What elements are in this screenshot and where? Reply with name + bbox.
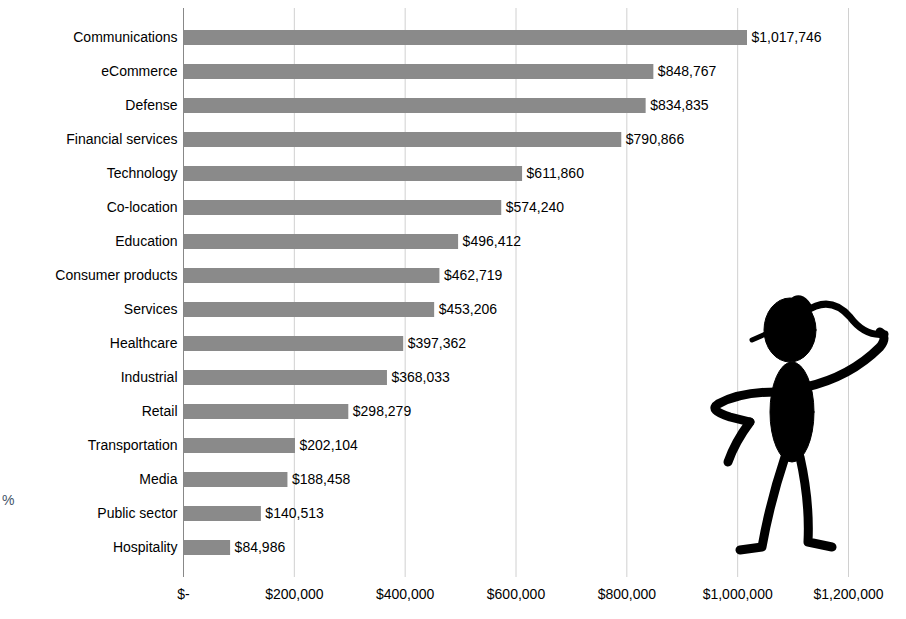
svg-text:$-: $-	[177, 586, 190, 602]
svg-text:Defense: Defense	[125, 97, 177, 113]
svg-text:Co-location: Co-location	[107, 199, 178, 215]
svg-text:Public sector: Public sector	[97, 505, 177, 521]
svg-text:$400,000: $400,000	[376, 586, 435, 602]
svg-text:$600,000: $600,000	[487, 586, 546, 602]
svg-text:$1,200,000: $1,200,000	[813, 586, 883, 602]
svg-text:$1,017,746: $1,017,746	[752, 29, 822, 45]
svg-text:$188,458: $188,458	[292, 471, 351, 487]
svg-text:Financial services: Financial services	[66, 131, 177, 147]
svg-text:Technology: Technology	[107, 165, 178, 181]
svg-text:Industrial: Industrial	[121, 369, 178, 385]
svg-text:Services: Services	[124, 301, 178, 317]
svg-text:$202,104: $202,104	[299, 437, 358, 453]
svg-text:$800,000: $800,000	[598, 586, 657, 602]
svg-text:$462,719: $462,719	[444, 267, 503, 283]
svg-text:Media: Media	[139, 471, 177, 487]
svg-text:Education: Education	[115, 233, 177, 249]
svg-text:Healthcare: Healthcare	[110, 335, 178, 351]
svg-text:Transportation: Transportation	[88, 437, 178, 453]
svg-text:$834,835: $834,835	[650, 97, 709, 113]
svg-text:Hospitality: Hospitality	[113, 539, 178, 555]
svg-text:$1,000,000: $1,000,000	[703, 586, 773, 602]
svg-text:$200,000: $200,000	[265, 586, 324, 602]
svg-text:Consumer products: Consumer products	[55, 267, 177, 283]
svg-text:eCommerce: eCommerce	[101, 63, 177, 79]
svg-text:Communications: Communications	[73, 29, 177, 45]
svg-text:$574,240: $574,240	[506, 199, 565, 215]
svg-text:$611,860: $611,860	[527, 165, 585, 181]
svg-text:$496,412: $496,412	[463, 233, 522, 249]
svg-text:$397,362: $397,362	[408, 335, 467, 351]
svg-text:$368,033: $368,033	[391, 369, 450, 385]
svg-text:$848,767: $848,767	[658, 63, 717, 79]
svg-text:$140,513: $140,513	[265, 505, 324, 521]
svg-text:Retail: Retail	[142, 403, 178, 419]
svg-text:$790,866: $790,866	[626, 131, 685, 147]
svg-text:$298,279: $298,279	[353, 403, 412, 419]
svg-text:$84,986: $84,986	[235, 539, 286, 555]
svg-text:$453,206: $453,206	[439, 301, 498, 317]
